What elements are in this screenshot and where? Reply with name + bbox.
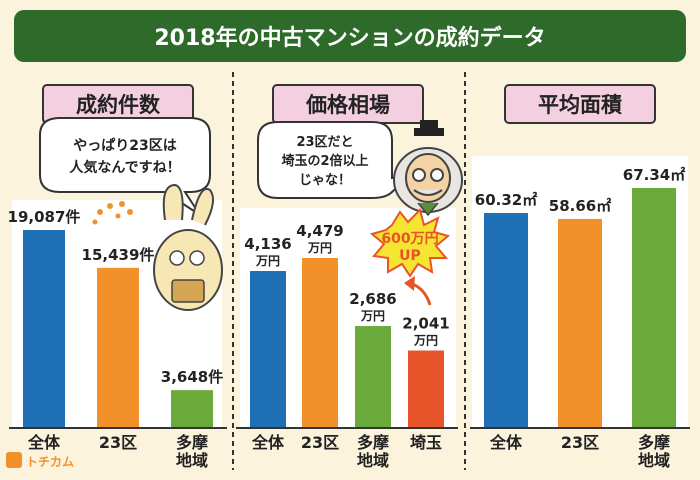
category-label-0-0: 全体: [27, 433, 61, 452]
category-label-1-1: 23区: [301, 433, 339, 452]
value-label-2-0: 60.32㎡: [475, 191, 537, 209]
badge-price: 価格相場: [272, 84, 424, 124]
bar-1-0: [250, 271, 286, 428]
bar-0-2: [171, 390, 213, 428]
annotation-count: やっぱり23区は人気なんですね！: [69, 137, 180, 176]
value-label-1-1: 4,479 万円: [296, 222, 343, 255]
bar-1-2: [355, 326, 391, 428]
category-label-0-2: 多摩地域: [176, 433, 208, 470]
category-label-1-0: 全体: [251, 433, 285, 452]
value-label-1-3: 2,041 万円: [402, 315, 449, 348]
value-label-2-2: 67.34㎡: [623, 166, 685, 184]
value-label-0-0: 19,087件: [8, 208, 81, 226]
bar-1-1: [302, 258, 338, 428]
chart-title-price: 価格相場: [305, 93, 390, 117]
chart-title-area: 平均面積: [538, 93, 623, 117]
emphasis-sparks: [92, 201, 133, 225]
category-label-0-1: 23区: [99, 433, 137, 452]
category-label-2-0: 全体: [489, 433, 523, 452]
bar-2-0: [484, 213, 528, 428]
speech-bubble-price: 23区だと埼玉の2倍以上じゃな！: [257, 121, 414, 199]
category-label-2-2: 多摩地域: [638, 433, 670, 470]
price-up-burst: 600万円 UP: [369, 208, 451, 278]
bar-1-3: [408, 350, 444, 428]
value-label-2-1: 58.66㎡: [549, 197, 611, 215]
category-label-1-3: 埼玉: [410, 433, 442, 452]
page-title: 2018年の中古マンションの成約データ: [154, 25, 545, 51]
bar-0-0: [23, 230, 65, 428]
chart-title-count: 成約件数: [76, 93, 161, 117]
badge-count: 成約件数: [42, 84, 194, 124]
rabbit-illustration: [153, 183, 223, 311]
bar-0-1: [97, 267, 139, 428]
bar-2-2: [632, 188, 676, 428]
header-banner: [14, 10, 686, 62]
bar-2-1: [558, 218, 602, 428]
category-label-2-1: 23区: [561, 433, 599, 452]
value-label-0-1: 15,439件: [82, 246, 155, 264]
up-arrow-head: [404, 276, 415, 291]
annotation-price: 23区だと埼玉の2倍以上じゃな！: [281, 135, 368, 188]
logo: トチカム: [6, 452, 74, 469]
badge-area: 平均面積: [504, 84, 656, 124]
logo-text: トチカム: [26, 455, 74, 469]
burst-label: 600万円 UP: [381, 231, 438, 264]
professor-illustration: [393, 120, 463, 217]
value-label-1-0: 4,136 万円: [244, 235, 291, 268]
value-label-1-2: 2,686 万円: [349, 290, 396, 323]
value-label-0-2: 3,648件: [161, 368, 223, 386]
category-label-1-2: 多摩地域: [357, 433, 389, 470]
